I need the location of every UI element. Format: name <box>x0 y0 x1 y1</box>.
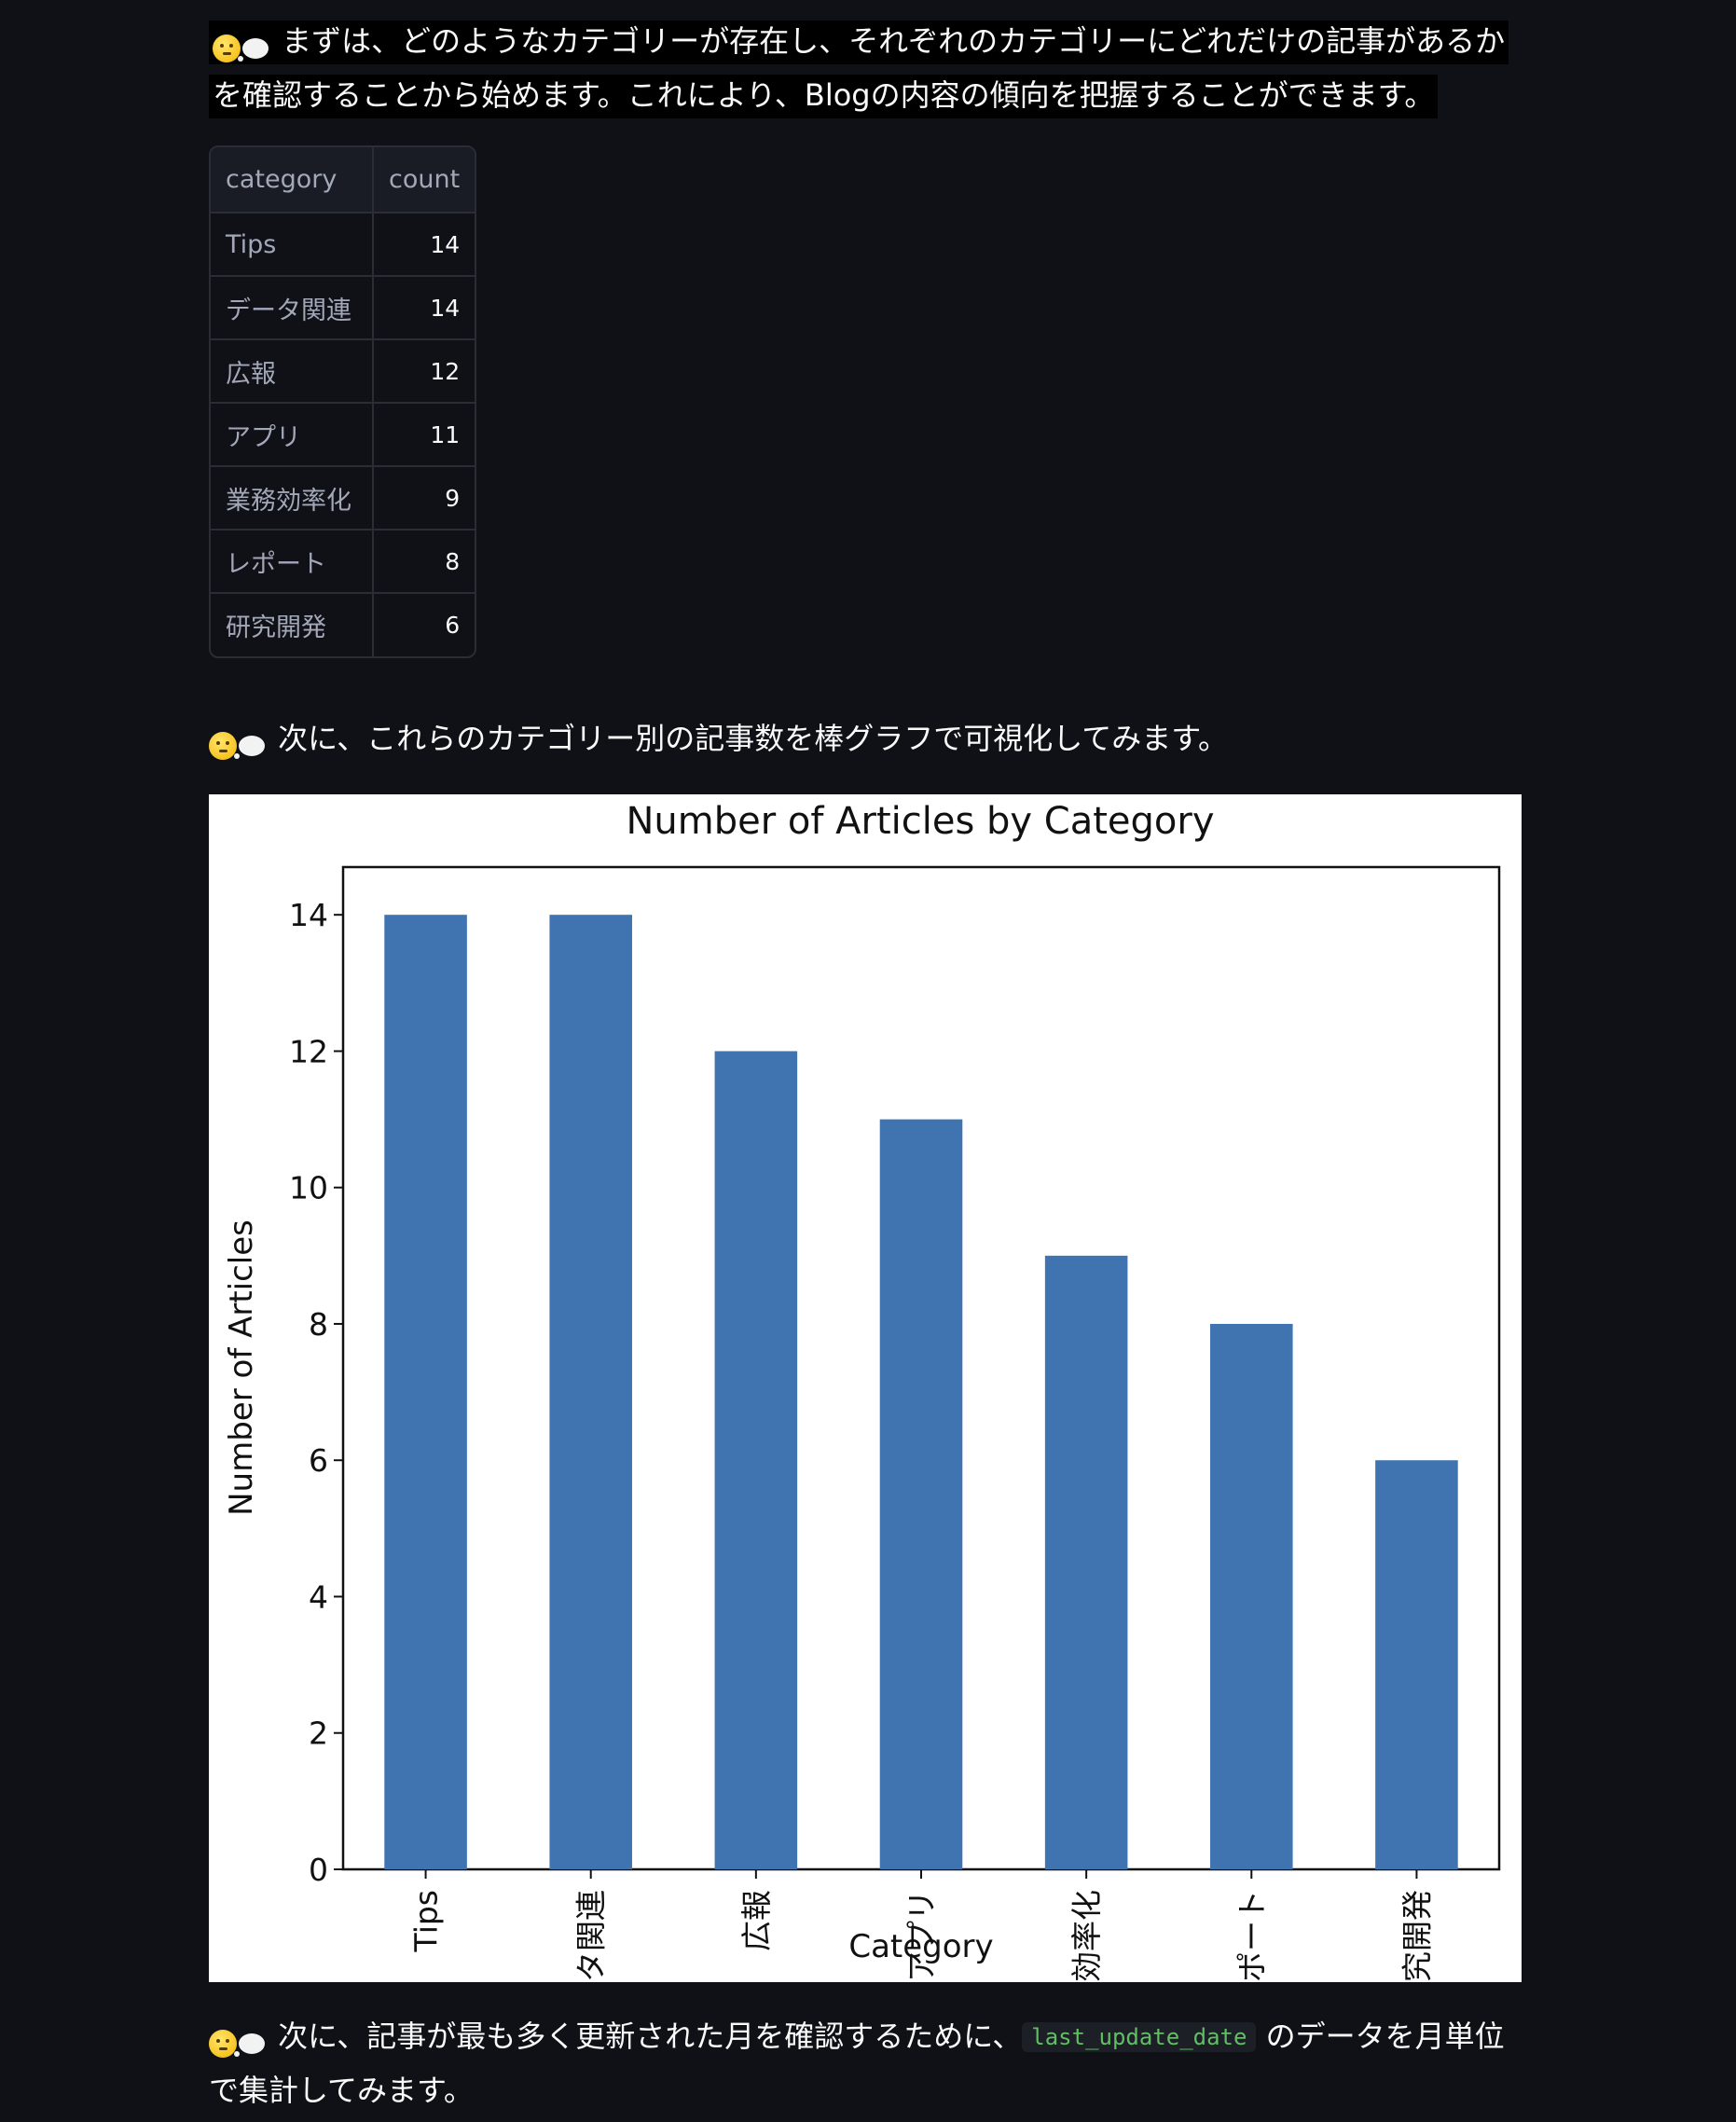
thinking-face-icon <box>213 22 269 71</box>
bar <box>1375 1460 1458 1869</box>
thinking-face-icon <box>209 2018 265 2066</box>
next-step-message: 次に、記事が最も多く更新された月を確認するために、 last_update_dat… <box>209 2012 1533 2115</box>
table-cell-category: データ関連 <box>211 276 374 340</box>
table-cell-count: 14 <box>373 276 475 340</box>
intro-line-1: まずは、どのようなカテゴリーが存在し、それぞれのカテゴリーにどれだけの記事がある… <box>282 23 1506 59</box>
thought-balloon-icon <box>238 38 269 62</box>
thought-balloon-icon <box>234 736 265 759</box>
column-header-count[interactable]: count <box>373 147 475 214</box>
x-tick-label: Tips <box>408 1890 445 1952</box>
x-tick-label: 業務効率化 <box>1068 1890 1105 1982</box>
bar <box>549 915 632 1869</box>
y-tick-label: 12 <box>289 1033 328 1069</box>
table-cell-category: 研究開発 <box>211 593 374 656</box>
inline-code: last_update_date <box>1022 2022 1257 2052</box>
x-axis-label: Category <box>848 1928 993 1965</box>
bar-chart-image: Number of Articles by Category 0 2 4 6 8 10 12… <box>209 794 1522 1982</box>
intro-message: まずは、どのようなカテゴリーが存在し、それぞれのカテゴリーにどれだけの記事がある… <box>209 17 1523 119</box>
table-cell-count: 6 <box>445 612 461 639</box>
next-step-text-after: のデータを月単位 <box>1265 2019 1505 2054</box>
chart-intro-message: 次に、これらのカテゴリー別の記事数を棒グラフで可視化してみます。 <box>209 714 1228 768</box>
column-header-category[interactable]: category <box>211 147 374 214</box>
table-header-row: category count <box>211 147 475 214</box>
y-tick-label: 0 <box>309 1852 328 1888</box>
chart-intro-line: 次に、これらのカテゴリー別の記事数を棒グラフで可視化してみます。 <box>278 721 1229 756</box>
table-cell-count: 14 <box>373 213 475 277</box>
table-cell-category: Tips <box>211 213 374 277</box>
x-tick-label: アプリ <box>903 1890 940 1982</box>
bars-group <box>384 915 1458 1869</box>
x-tick-label: データ関連 <box>573 1890 610 1982</box>
next-step-text-before: 次に、記事が最も多く更新された月を確認するために、 <box>278 2019 1023 2054</box>
table-cell-category: レポート <box>211 530 374 594</box>
bar <box>1210 1323 1293 1869</box>
x-tick-label: 研究開発 <box>1398 1890 1435 1982</box>
y-tick-label: 8 <box>309 1306 328 1343</box>
table-row: Tips 14 <box>211 213 475 277</box>
table-cell-count: 11 <box>373 403 475 467</box>
y-tick-label: 10 <box>289 1170 328 1206</box>
y-axis-label: Number of Articles <box>223 1219 260 1516</box>
x-tick-label: 広報 <box>738 1890 775 1951</box>
y-tick-label: 14 <box>289 897 328 933</box>
table-row: 広報 12 <box>211 339 475 404</box>
intro-text: まずは、どのようなカテゴリーが存在し、それぞれのカテゴリーにどれだけの記事がある… <box>209 17 1523 119</box>
y-tick-label: 6 <box>309 1442 328 1479</box>
chart-intro-text: 次に、これらのカテゴリー別の記事数を棒グラフで可視化してみます。 <box>209 714 1228 768</box>
intro-highlight: まずは、どのようなカテゴリーが存在し、それぞれのカテゴリーにどれだけの記事がある… <box>209 21 1509 118</box>
bar <box>384 915 467 1869</box>
table-cell-category: アプリ <box>211 403 374 467</box>
bar-chart: Number of Articles by Category 0 2 4 6 8 10 12… <box>223 800 1501 1982</box>
table-cell-category: 業務効率化 <box>211 466 374 530</box>
next-step-text: 次に、記事が最も多く更新された月を確認するために、 last_update_dat… <box>209 2012 1533 2115</box>
table-cell-count: 12 <box>373 339 475 404</box>
bar <box>714 1051 798 1869</box>
x-tick-label: レポート <box>1233 1890 1270 1982</box>
thinking-face-icon <box>209 720 265 768</box>
table-cell-category: 広報 <box>211 339 374 404</box>
y-tick-label: 4 <box>309 1578 328 1615</box>
table-row: 研究開発 6 <box>211 593 475 656</box>
next-step-line-2: で集計してみます。 <box>209 2073 474 2108</box>
category-count-table[interactable]: category count Tips 14 データ関連 14 広報 12 <box>209 145 477 658</box>
table-cell-count: 9 <box>373 466 475 530</box>
bar <box>879 1119 963 1869</box>
table-row: レポート 8 <box>211 530 475 594</box>
x-axis: Tips データ関連 広報 アプリ 業務効率化 レポート 研究開発 <box>408 1869 1435 1982</box>
y-tick-label: 2 <box>309 1716 328 1752</box>
bar <box>1044 1255 1128 1869</box>
table-row: アプリ 11 <box>211 403 475 467</box>
table-cell-count: 8 <box>373 530 475 594</box>
intro-line-2: を確認することから始めます。これにより、Blogの内容の傾向を把握することができ… <box>213 77 1435 113</box>
chart-title: Number of Articles by Category <box>626 800 1214 843</box>
table-row: データ関連 14 <box>211 276 475 340</box>
y-axis: 0 2 4 6 8 10 12 14 <box>289 897 343 1888</box>
table-row: 業務効率化 9 <box>211 466 475 530</box>
thought-balloon-icon <box>234 2033 265 2057</box>
